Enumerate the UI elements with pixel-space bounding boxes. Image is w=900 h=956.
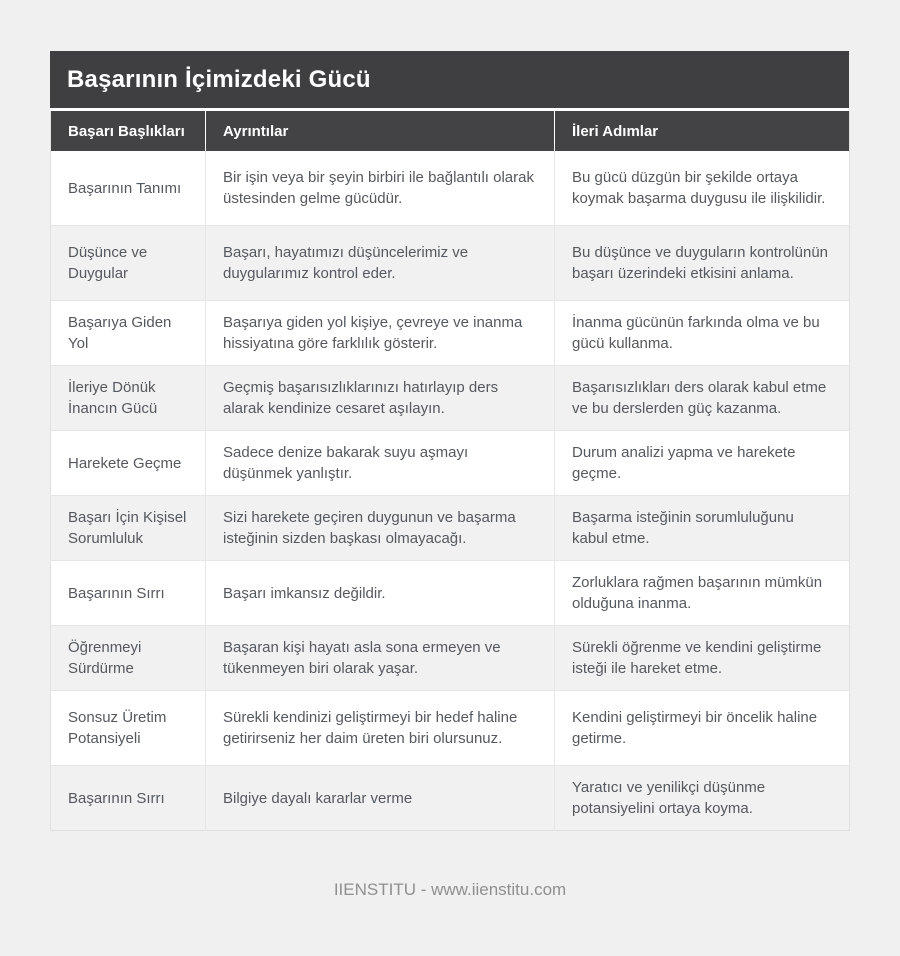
- table-row: İleriye Dönük İnancın Gücü Geçmiş başarı…: [50, 365, 850, 431]
- cell-next-step: Kendini geliştirmeyi bir öncelik haline …: [554, 690, 850, 766]
- cell-topic: Başarının Tanımı: [68, 179, 182, 197]
- cell-next-step: Bu düşünce ve duyguların kontrolünün baş…: [554, 225, 850, 301]
- table-row: Düşünce ve Duygular Başarı, hayatımızı d…: [50, 225, 850, 301]
- column-header-details: Ayrıntılar: [205, 111, 555, 151]
- cell-topic: Başarıya Giden Yol: [50, 300, 206, 366]
- table-row: Başarının Sırrı Bilgiye dayalı kararlar …: [50, 765, 850, 831]
- success-table: Başarı Başlıkları Ayrıntılar İleri Adıml…: [50, 111, 850, 831]
- table-row: Sonsuz Üretim Potansiyeli Sürekli kendin…: [50, 690, 850, 766]
- cell-next-step: Başarma isteğinin sorumluluğunu kabul et…: [554, 495, 850, 561]
- table-row: Başarının Sırrı Başarı imkansız değildir…: [50, 560, 850, 626]
- title-bar: Başarının İçimizdeki Gücü: [50, 51, 849, 108]
- cell-topic: Başarının Sırrı: [50, 765, 206, 831]
- table-row: Başarının Tanımı Bir işin veya bir şeyin…: [50, 151, 850, 226]
- table-row: Öğrenmeyi Sürdürme Başaran kişi hayatı a…: [50, 625, 850, 691]
- cell-next-step: Başarısızlıkları ders olarak kabul etme …: [554, 365, 850, 431]
- cell-detail: Başaran kişi hayatı asla sona ermeyen ve…: [205, 625, 555, 691]
- table-row: Başarı İçin Kişisel Sorumluluk Sizi hare…: [50, 495, 850, 561]
- cell-detail: Sürekli kendinizi geliştirmeyi bir hedef…: [205, 690, 555, 766]
- table-row: Harekete Geçme Sadece denize bakarak suy…: [50, 430, 850, 496]
- cell-topic: İleriye Dönük İnancın Gücü: [50, 365, 206, 431]
- cell-next-step: Durum analizi yapma ve harekete geçme.: [554, 430, 850, 496]
- cell-topic: Harekete Geçme: [50, 430, 206, 496]
- page-title: Başarının İçimizdeki Gücü: [67, 65, 371, 93]
- column-header-topics: Başarı Başlıkları: [50, 111, 206, 151]
- cell-detail: Başarıya giden yol kişiye, çevreye ve in…: [205, 300, 555, 366]
- header-row: Başarı Başlıkları Ayrıntılar İleri Adıml…: [50, 111, 850, 151]
- cell-detail: Başarı, hayatımızı düşüncelerimiz ve duy…: [205, 225, 555, 301]
- footer-credit: IIENSTITU - www.iienstitu.com: [333, 880, 567, 899]
- cell-next-step: Sürekli öğrenme ve kendini geliştirme is…: [554, 625, 850, 691]
- cell-next-step: İnanma gücünün farkında olma ve bu gücü …: [554, 300, 850, 366]
- column-header-next-steps: İleri Adımlar: [554, 111, 850, 151]
- cell-next-step: Bu gücü düzgün bir şekilde ortaya koymak…: [554, 151, 850, 226]
- cell-topic: Öğrenmeyi Sürdürme: [50, 625, 206, 691]
- cell-next-step: Yaratıcı ve yenilikçi düşünme potansiyel…: [554, 765, 850, 831]
- cell-detail: Başarı imkansız değildir.: [205, 560, 555, 626]
- cell-topic: Düşünce ve Duygular: [50, 225, 206, 301]
- cell-topic: Sonsuz Üretim Potansiyeli: [50, 690, 206, 766]
- cell-detail: Bir işin veya bir şeyin birbiri ile bağl…: [205, 151, 555, 226]
- cell-detail: Sizi harekete geçiren duygunun ve başarm…: [205, 495, 555, 561]
- cell-detail: Bilgiye dayalı kararlar verme: [205, 765, 555, 831]
- cell-topic: Başarı İçin Kişisel Sorumluluk: [50, 495, 206, 561]
- cell-detail: Sadece denize bakarak suyu aşmayı düşünm…: [205, 430, 555, 496]
- table-row: Başarıya Giden Yol Başarıya giden yol ki…: [50, 300, 850, 366]
- cell-next-step: Zorluklara rağmen başarının mümkün olduğ…: [554, 560, 850, 626]
- table-body: Başarının Tanımı Bir işin veya bir şeyin…: [50, 151, 850, 831]
- table-header: Başarı Başlıkları Ayrıntılar İleri Adıml…: [50, 111, 850, 151]
- success-table-card: Başarının İçimizdeki Gücü Başarı Başlıkl…: [50, 51, 850, 831]
- cell-detail: Geçmiş başarısızlıklarınızı hatırlayıp d…: [205, 365, 555, 431]
- cell-topic: Başarının Sırrı: [50, 560, 206, 626]
